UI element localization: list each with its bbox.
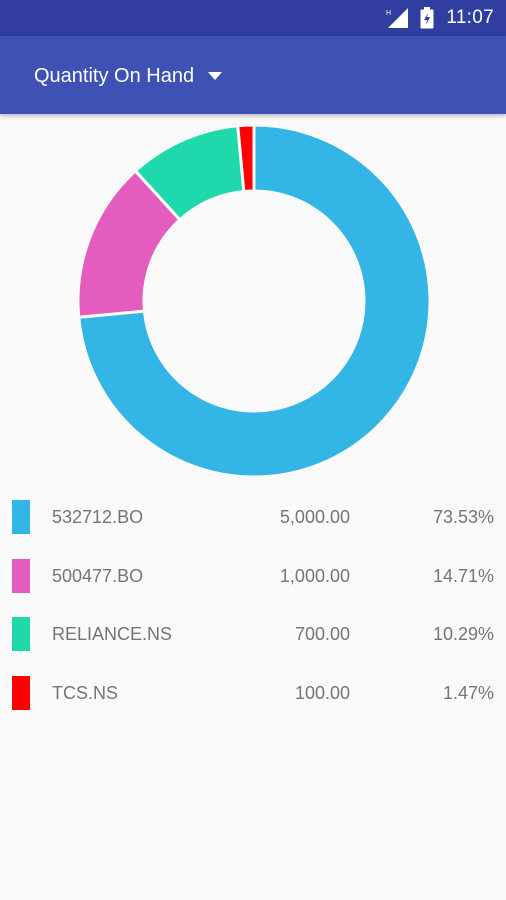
legend-percent: 10.29% — [432, 624, 494, 644]
donut-slice[interactable] — [77, 123, 432, 479]
legend-quantity: 700.00 — [294, 624, 350, 644]
dropdown-arrow-icon — [208, 72, 223, 80]
legend-color-swatch — [12, 559, 30, 593]
legend-percent: 73.53% — [432, 507, 494, 527]
legend-row[interactable]: 532712.BO 5,000.00 73.53% — [0, 498, 506, 538]
app-bar: Quantity On Hand — [0, 36, 506, 114]
legend-color-swatch — [12, 617, 30, 651]
svg-text:H: H — [386, 10, 391, 17]
legend-percent: 1.47% — [442, 683, 494, 703]
legend-percent: 14.71% — [432, 566, 494, 586]
spinner-label: Quantity On Hand — [34, 64, 195, 87]
status-time: 11:07 — [446, 7, 494, 28]
donut-slice[interactable] — [236, 123, 256, 194]
legend-row[interactable]: 500477.BO 1,000.00 14.71% — [0, 557, 506, 597]
legend-quantity: 100.00 — [294, 683, 350, 703]
legend-row[interactable]: TCS.NS 100.00 1.47% — [0, 674, 506, 714]
legend-symbol: TCS.NS — [52, 683, 119, 703]
legend-symbol: RELIANCE.NS — [52, 624, 173, 644]
donut-chart-svg — [76, 123, 432, 479]
status-bar: H 11:07 — [0, 0, 506, 36]
donut-chart[interactable] — [76, 123, 432, 479]
legend-row[interactable]: RELIANCE.NS 700.00 10.29% — [0, 615, 506, 655]
legend-symbol: 500477.BO — [52, 566, 144, 586]
legend-color-swatch — [12, 500, 30, 534]
battery-charging-icon — [420, 7, 434, 29]
legend-symbol: 532712.BO — [52, 507, 144, 527]
signal-icon: H — [386, 8, 408, 28]
legend-color-swatch — [12, 676, 30, 710]
legend-quantity: 5,000.00 — [279, 507, 350, 527]
legend-quantity: 1,000.00 — [279, 566, 350, 586]
quantity-spinner[interactable]: Quantity On Hand — [34, 62, 223, 90]
